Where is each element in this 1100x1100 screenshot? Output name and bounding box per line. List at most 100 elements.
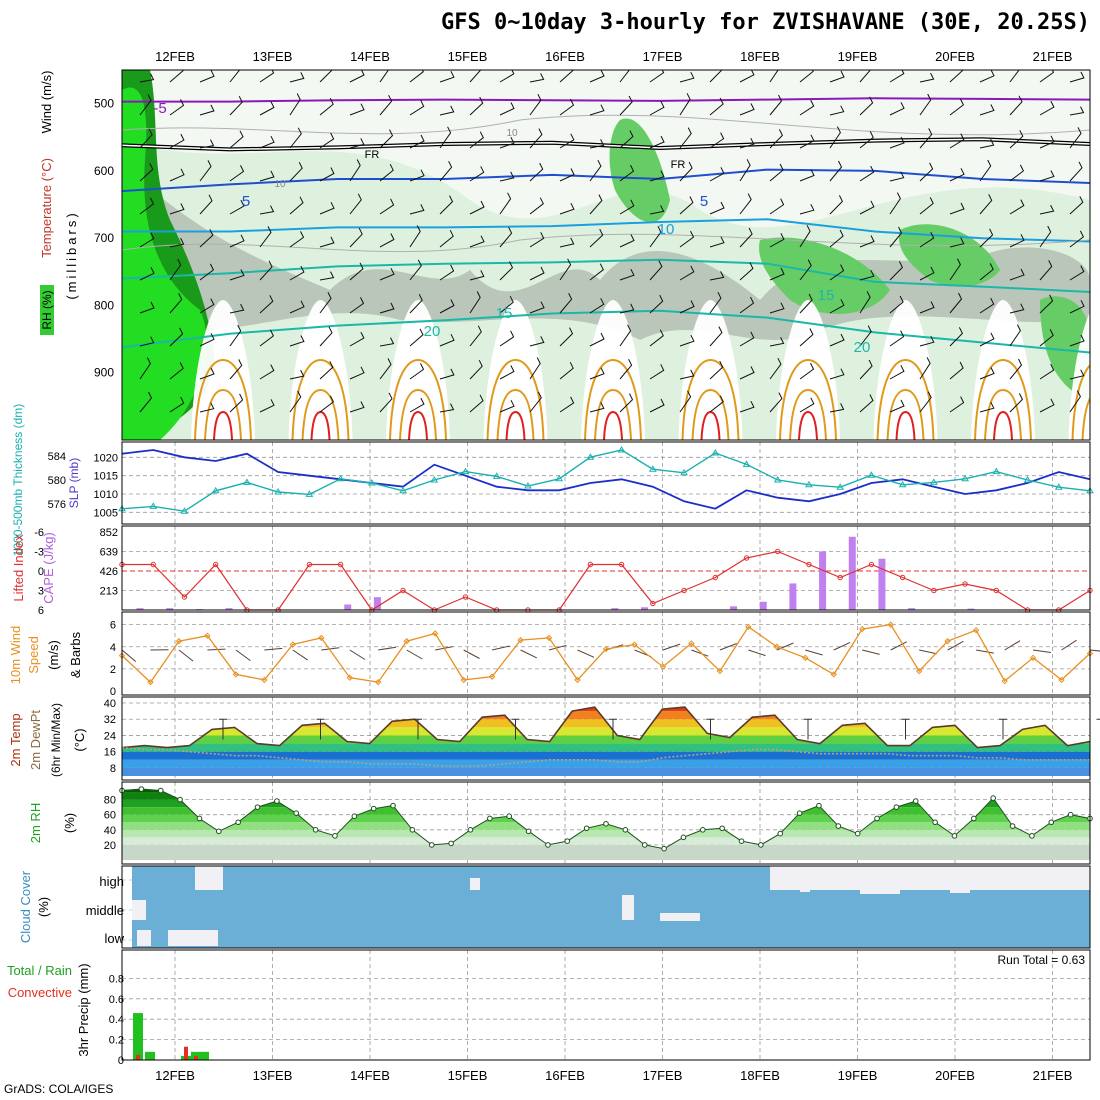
wind-barb: [679, 196, 694, 215]
slp-tick-label: 1010: [94, 489, 118, 501]
wind-barb: [919, 335, 935, 347]
wind-barb-10m: [520, 649, 538, 659]
thickness-point: [211, 486, 220, 494]
rh-point: [641, 842, 648, 848]
wind-barb: [649, 294, 664, 314]
wind-barb: [169, 168, 185, 182]
wind10-line: [121, 623, 1091, 684]
wind-barb: [709, 201, 725, 215]
thickness-point: [243, 478, 251, 485]
cape-bar: [967, 608, 975, 610]
wind-barb: [589, 402, 605, 413]
wind-barb: [259, 329, 275, 347]
x-tick-label-bottom: 21FEB: [1033, 1068, 1073, 1083]
wind-barb: [979, 228, 994, 248]
wind-barb: [649, 170, 665, 182]
x-tick-label-bottom: 17FEB: [643, 1068, 683, 1083]
wind-barb: [1069, 106, 1085, 116]
temp-band: [122, 735, 1090, 744]
wind-barb: [589, 298, 605, 314]
wind-barb: [529, 301, 545, 314]
wind-barb: [679, 300, 695, 314]
wind-barb: [709, 271, 725, 281]
rh-dry-pocket: [288, 300, 353, 440]
wind10-point: [318, 634, 325, 642]
wind-barb: [439, 299, 455, 314]
wind-barb: [619, 268, 635, 281]
wind-barb: [889, 192, 901, 215]
wind10-point: [915, 667, 923, 675]
slp-line: [121, 449, 1091, 510]
rh-point: [1048, 819, 1055, 826]
thickness-point: [274, 488, 283, 495]
cloud-block: [470, 878, 480, 890]
wind-barb: [469, 70, 482, 83]
wind-barb: [619, 393, 634, 413]
temp-band: [122, 743, 1090, 752]
thickness-point: [836, 483, 845, 490]
warm-core-contour: [886, 388, 925, 440]
warm-core-contour: [204, 388, 242, 440]
wind-barb: [769, 163, 784, 182]
wind-barb: [589, 139, 605, 149]
rh-point: [932, 819, 938, 826]
thickness-tick-label: 580: [48, 475, 66, 487]
wind-barb: [979, 401, 995, 413]
wind-barb: [379, 392, 393, 413]
wind-barb: [349, 227, 363, 248]
warm-core-contour: [194, 358, 252, 440]
wind-barb: [829, 368, 845, 380]
wind-barb: [649, 260, 663, 281]
rh2m-frame: [121, 781, 1091, 865]
rh-point: [196, 815, 203, 822]
wind-barb: [619, 199, 635, 215]
rh-point: [138, 786, 145, 792]
wind-barb: [1039, 204, 1055, 215]
rh-point: [254, 804, 261, 810]
wind-barb: [169, 99, 185, 116]
thickness-point: [367, 479, 376, 486]
isotherm: [122, 168, 1090, 193]
y-axis-label-wind10: & Barbs: [68, 631, 83, 678]
wind-barb: [319, 395, 335, 413]
wind10-point: [887, 621, 894, 628]
wind10-point: [830, 671, 837, 678]
lifted-index-point: [712, 574, 718, 581]
upper-air-frame: [121, 69, 1091, 441]
lifted-index-point: [931, 587, 937, 594]
wind-barb: [139, 128, 153, 149]
lifted-index-line: [122, 550, 1091, 611]
rh-legend-swatch: [40, 285, 54, 335]
wind-barb: [559, 396, 575, 413]
wind-barb: [319, 236, 335, 248]
wind-barb: [979, 367, 995, 380]
thickness-point: [399, 486, 407, 494]
lifted-index-point: [837, 574, 843, 581]
wind-barb: [799, 293, 813, 314]
warm-core-contour: [779, 358, 837, 440]
wind10-point: [1029, 654, 1037, 662]
wind-barb: [379, 163, 394, 182]
precip-total-bar: [145, 1051, 155, 1060]
wind-barb: [469, 200, 485, 215]
y-axis-label-slp: SLP (mb): [67, 458, 81, 508]
wind-barb: [349, 193, 362, 215]
run-total: Run Total = 0.63: [997, 953, 1085, 967]
wind-barb: [709, 395, 724, 413]
lifted-index-point: [212, 561, 219, 568]
wind-barb: [499, 102, 515, 116]
wind-barb: [349, 159, 361, 182]
legend-total-rain: Total / Rain: [7, 963, 72, 978]
wind-barb: [319, 132, 335, 149]
precip-tick-label: 0.6: [109, 994, 124, 1006]
wind-barb: [439, 105, 455, 116]
wind-barb: [799, 225, 811, 248]
lifted-index-point: [337, 561, 344, 568]
wind-barb: [229, 393, 244, 413]
rh-point: [312, 826, 319, 833]
rh-point: [370, 805, 377, 812]
wind-barb: [859, 394, 874, 413]
wind-barb: [949, 133, 965, 149]
y-axis-label-rh2m: (%): [62, 813, 77, 833]
wind-barb: [1039, 329, 1054, 347]
